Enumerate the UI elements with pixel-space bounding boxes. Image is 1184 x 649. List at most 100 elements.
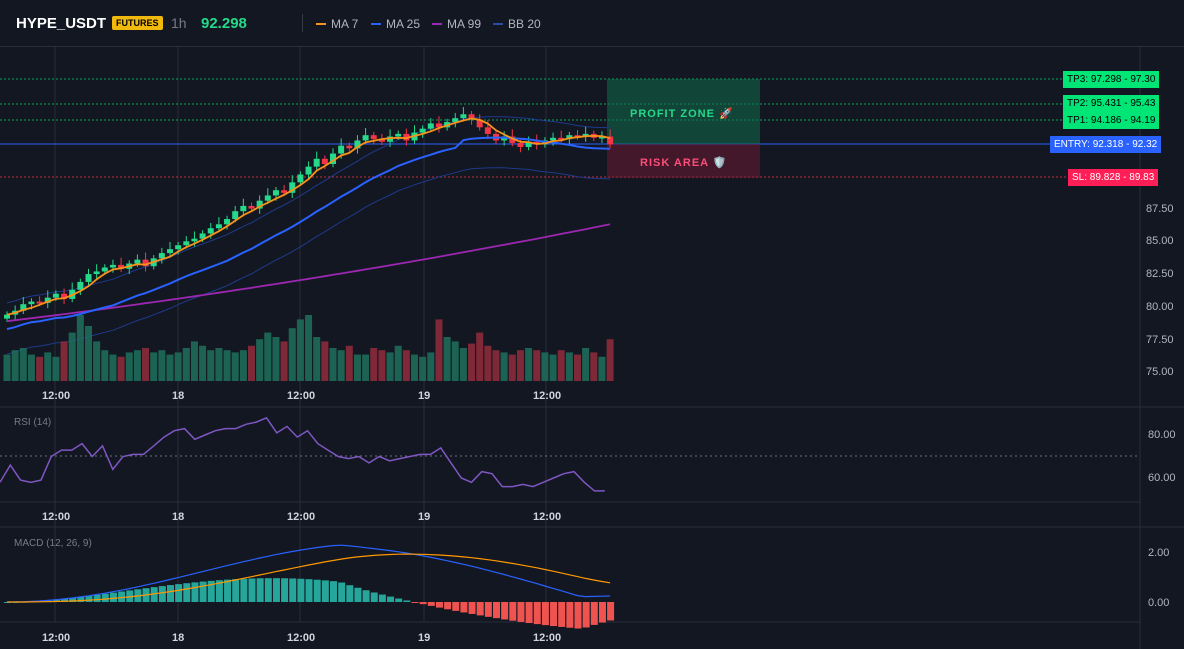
price-tick: 82.50: [1146, 268, 1174, 280]
candle: [4, 314, 10, 319]
macd-histogram-bar: [566, 602, 574, 628]
symbol-name[interactable]: HYPE_USDT: [16, 15, 107, 32]
volume-bar: [386, 352, 394, 381]
time-tick: 19: [418, 511, 430, 523]
macd-histogram-bar: [109, 592, 117, 602]
ma99-line: [6, 223, 611, 323]
macd-histogram-bar: [411, 602, 419, 603]
volume-bar: [256, 339, 264, 381]
volume-bar: [264, 332, 272, 381]
volume-bar: [476, 332, 484, 381]
volume-bar: [288, 328, 296, 381]
macd-histogram-bar: [330, 581, 337, 602]
volume-bar: [190, 341, 198, 381]
volume-bar: [378, 350, 386, 381]
macd-histogram-bar: [256, 578, 264, 602]
macd-histogram-bar: [468, 602, 476, 614]
rsi-title: RSI (14): [14, 417, 51, 428]
macd-histogram-bar: [378, 594, 386, 602]
candle: [109, 264, 116, 268]
macd-histogram-bar: [395, 598, 403, 602]
macd-histogram-bar: [452, 602, 460, 611]
header-divider: [302, 14, 303, 32]
candle: [272, 190, 279, 196]
volume-bar: [125, 352, 133, 381]
futures-badge: FUTURES: [112, 16, 163, 30]
volume-bar: [52, 356, 60, 381]
rsi-tick: 60.00: [1148, 472, 1176, 484]
candle: [183, 241, 190, 246]
risk-zone-label: RISK AREA 🛡️: [640, 157, 728, 169]
legend-bb20[interactable]: BB 20: [493, 17, 541, 31]
volume-bar: [484, 345, 492, 381]
macd-histogram-bar: [509, 602, 517, 621]
volume-bar: [516, 350, 524, 381]
macd-histogram-bar: [444, 602, 452, 610]
tp2-tag[interactable]: TP2: 95.431 - 95.43: [1063, 95, 1160, 112]
profit-zone: [607, 79, 760, 144]
ma25-swatch: [371, 23, 381, 25]
candle: [118, 264, 125, 269]
candle: [354, 140, 361, 149]
macd-histogram-bar: [264, 578, 272, 602]
macd-histogram-bar: [297, 578, 305, 602]
time-tick: 12:00: [42, 511, 70, 523]
candle: [395, 133, 402, 137]
candle: [52, 293, 59, 298]
legend-ma7[interactable]: MA 7: [316, 17, 358, 31]
volume-bar: [402, 350, 410, 381]
volume-bar: [142, 348, 150, 381]
macd-histogram-bar: [69, 597, 77, 602]
candle: [566, 135, 573, 140]
volume-bar: [231, 352, 239, 381]
entry-tag[interactable]: ENTRY: 92.318 - 92.32: [1050, 136, 1162, 153]
volume-bar: [280, 341, 288, 381]
candle: [281, 190, 288, 193]
volume-bar: [109, 354, 117, 381]
candle: [297, 174, 304, 183]
volume-bar: [85, 326, 92, 381]
moving-averages: [6, 117, 611, 331]
macd-histogram-bar: [167, 585, 174, 602]
macd-histogram-bar: [338, 582, 346, 602]
tp1-tag[interactable]: TP1: 94.186 - 94.19: [1063, 112, 1160, 129]
volume-bar: [60, 341, 68, 381]
macd-histogram-bar: [224, 579, 232, 602]
macd-histogram-bar: [191, 582, 199, 602]
candle: [607, 136, 614, 145]
macd-histogram-bar: [77, 596, 85, 602]
volume-bar: [27, 354, 35, 381]
candle: [44, 297, 51, 303]
candle: [313, 158, 320, 167]
macd-histogram-bar: [305, 579, 313, 602]
price-axis: 87.50 85.00 82.50 80.00 77.50 75.00: [1146, 203, 1174, 378]
macd-histogram-bar: [101, 593, 109, 602]
time-tick: 12:00: [287, 390, 315, 402]
legend-ma99[interactable]: MA 99: [432, 17, 481, 31]
volume-bar: [370, 348, 378, 381]
tp3-tag[interactable]: TP3: 97.298 - 97.30: [1063, 71, 1160, 88]
macd-histogram-bar: [232, 579, 240, 602]
macd-histogram-bar: [215, 580, 223, 602]
candle: [378, 139, 385, 142]
macd-histogram-bar: [281, 578, 289, 602]
ma99-swatch: [432, 23, 442, 25]
time-axis-macd: 12:00 18 12:00 19 12:00: [42, 632, 561, 644]
macd-histogram-bar: [313, 579, 321, 602]
macd-histogram-bar: [289, 578, 297, 602]
legend-ma25[interactable]: MA 25: [371, 17, 420, 31]
candle: [427, 123, 434, 129]
macd-histogram-bar: [175, 584, 183, 602]
candle: [142, 259, 149, 267]
sl-tag[interactable]: SL: 89.828 - 89.83: [1068, 169, 1159, 186]
volume-bar: [435, 319, 443, 381]
candle: [305, 166, 312, 175]
time-tick: 12:00: [42, 632, 70, 644]
candle: [93, 271, 100, 275]
candle: [370, 135, 377, 140]
volume-bar: [19, 348, 27, 381]
macd-histogram-bar: [427, 602, 435, 606]
interval-selector[interactable]: 1h: [171, 15, 187, 31]
candle: [403, 133, 410, 141]
